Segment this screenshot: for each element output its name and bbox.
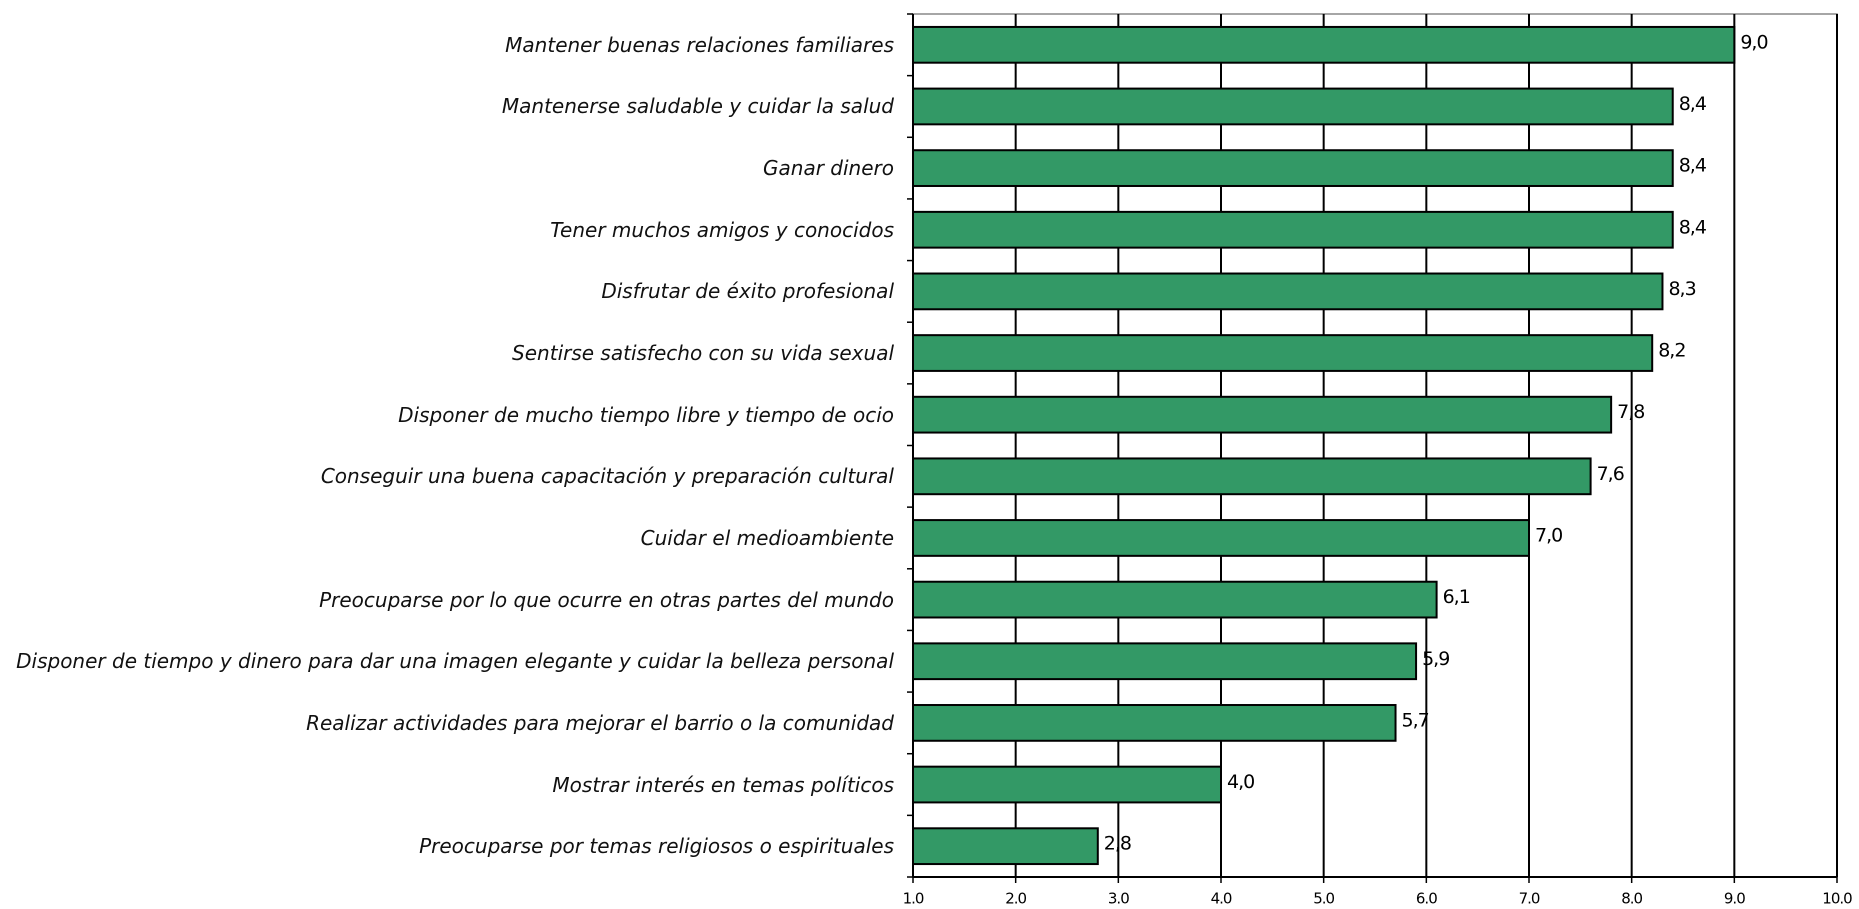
bar bbox=[912, 395, 1613, 434]
value-label: 6,1 bbox=[1443, 586, 1470, 608]
bar bbox=[912, 827, 1099, 866]
value-label: 4,0 bbox=[1227, 771, 1254, 793]
x-tick-label: 9.0 bbox=[1724, 890, 1745, 908]
y-tick-label: Realizar actividades para mejorar el bar… bbox=[306, 710, 894, 735]
bar bbox=[912, 519, 1530, 557]
bar bbox=[912, 765, 1222, 804]
bar bbox=[912, 457, 1592, 496]
bar bbox=[912, 272, 1664, 311]
value-label: 8,4 bbox=[1679, 93, 1707, 115]
y-tick-label: Disponer de mucho tiempo libre y tiempo … bbox=[398, 402, 894, 427]
x-tick-label: 6.0 bbox=[1416, 890, 1437, 908]
x-tick-label: 5.0 bbox=[1313, 890, 1334, 908]
y-tick-label: Mantenerse saludable y cuidar la salud bbox=[501, 94, 894, 119]
value-label: 5,9 bbox=[1422, 648, 1449, 670]
x-tick-label: 3.0 bbox=[1108, 890, 1129, 908]
bar bbox=[912, 87, 1674, 126]
value-label: 7,6 bbox=[1597, 463, 1624, 485]
y-tick-label: Disfrutar de éxito profesional bbox=[601, 279, 894, 304]
y-tick-label: Tener muchos amigos y conocidos bbox=[550, 217, 894, 242]
y-tick-label: Mantener buenas relaciones familiares bbox=[505, 32, 894, 57]
y-tick-label: Cuidar el medioambiente bbox=[640, 525, 894, 550]
y-tick-label: Sentirse satisfecho con su vida sexual bbox=[512, 341, 894, 366]
bar bbox=[912, 149, 1674, 187]
value-label: 2,8 bbox=[1104, 833, 1131, 855]
x-tick-label: 7.0 bbox=[1519, 890, 1540, 908]
x-tick-label: 4.0 bbox=[1211, 890, 1232, 908]
bar bbox=[912, 334, 1654, 372]
x-tick-label: 8.0 bbox=[1621, 890, 1642, 908]
y-tick-label: Conseguir una buena capacitación y prepa… bbox=[320, 464, 894, 489]
y-tick-label: Ganar dinero bbox=[763, 156, 894, 181]
y-tick-label: Preocuparse por lo que ocurre en otras p… bbox=[319, 587, 894, 612]
value-label: 8,4 bbox=[1679, 216, 1707, 238]
x-tick-label: 10.0 bbox=[1822, 890, 1852, 908]
bar bbox=[912, 704, 1397, 742]
value-label: 8,3 bbox=[1668, 278, 1695, 300]
y-tick-label: Disponer de tiempo y dinero para dar una… bbox=[16, 649, 894, 674]
value-label: 8,2 bbox=[1658, 340, 1685, 362]
plot-frame bbox=[912, 13, 1838, 878]
value-label: 7,8 bbox=[1617, 401, 1644, 423]
bar bbox=[912, 25, 1736, 64]
value-label: 7,0 bbox=[1535, 524, 1562, 546]
bar bbox=[912, 580, 1438, 619]
x-tick-label: 1.0 bbox=[903, 890, 924, 908]
value-label: 8,4 bbox=[1679, 155, 1707, 177]
value-label: 5,7 bbox=[1402, 709, 1429, 731]
bar bbox=[912, 210, 1674, 249]
value-label: 9,0 bbox=[1740, 31, 1767, 53]
bar bbox=[912, 642, 1418, 681]
y-tick-label: Preocuparse por temas religiosos o espir… bbox=[419, 834, 894, 859]
y-tick-label: Mostrar interés en temas políticos bbox=[552, 772, 894, 797]
x-tick-label: 2.0 bbox=[1005, 890, 1026, 908]
